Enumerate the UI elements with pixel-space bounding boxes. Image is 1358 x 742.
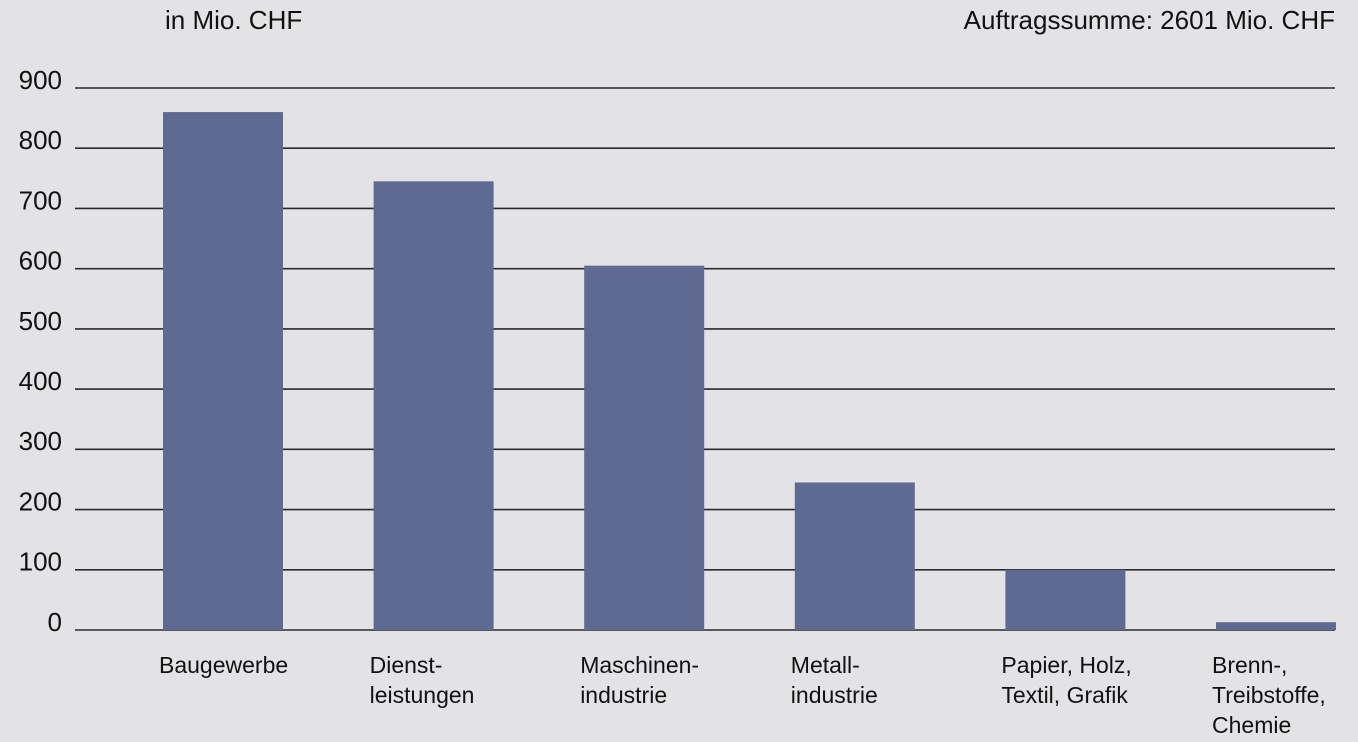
y-tick-label: 900 [19,65,62,95]
bar [373,181,494,630]
y-tick-label: 200 [19,486,62,516]
y-tick-label: 100 [19,547,62,577]
x-tick-label: Brenn-, Treibstoffe, Chemie [1212,652,1326,738]
bar [1216,622,1336,630]
x-tick-label: Papier, Holz, Textil, Grafik [1001,652,1131,708]
bar [584,265,705,630]
x-tick-label: Dienst-leistungen [370,652,475,708]
y-tick-label: 300 [19,426,62,456]
axis-label: in Mio. CHF [165,5,302,35]
x-tick-label: Baugewerbe [159,652,288,678]
x-tick-label: Metall-industrie [791,652,878,708]
y-tick-label: 700 [19,185,62,215]
y-tick-label: 500 [19,306,62,336]
bar [1005,569,1126,630]
y-tick-label: 800 [19,125,62,155]
y-tick-label: 400 [19,366,62,396]
bar [794,482,915,630]
bar [163,112,283,631]
y-tick-label: 600 [19,246,62,276]
x-tick-label: Maschinen-industrie [580,652,699,708]
y-tick-label: 0 [48,607,62,637]
chart-title: Auftragssumme: 2601 Mio. CHF [964,5,1335,35]
